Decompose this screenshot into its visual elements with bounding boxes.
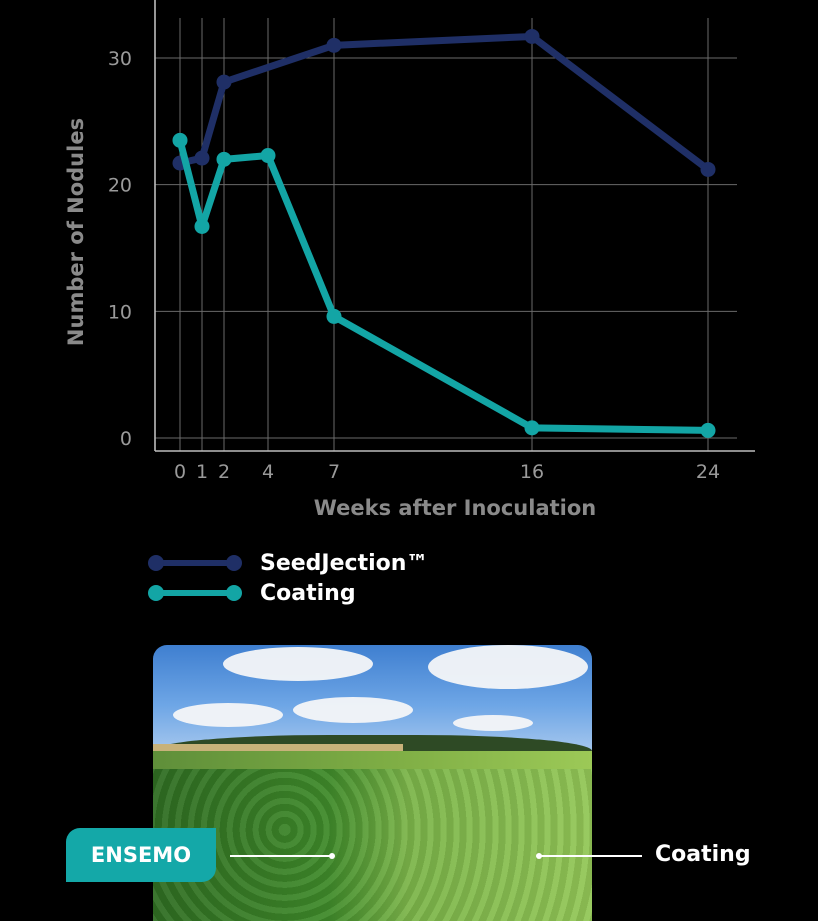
data-point-coating-5: [524, 420, 540, 436]
photo-field: [153, 769, 592, 921]
y-tick-label-3: 30: [108, 48, 132, 70]
y-tick-label-0: 0: [120, 428, 132, 450]
legend-label-seedjection: SeedJection™: [260, 550, 429, 576]
x-axis-title: Weeks after Inoculation: [314, 496, 597, 520]
data-point-coating-1: [194, 218, 210, 234]
data-point-seedjection-3: [326, 37, 342, 53]
data-point-coating-0: [172, 132, 188, 148]
coating-callout-dot: [536, 853, 542, 859]
series-line-seedjection: [176, 32, 712, 173]
series-line-coating: [176, 136, 712, 434]
x-tick-label-1: 1: [196, 461, 208, 483]
x-tick-label-2: 2: [218, 461, 230, 483]
data-point-coating-6: [700, 422, 716, 438]
legend-item-coating: Coating: [148, 578, 428, 608]
data-point-coating-3: [260, 148, 276, 164]
ensemo-badge: ENSEMO: [66, 828, 216, 882]
data-point-seedjection-4: [524, 28, 540, 44]
chart-grid: [155, 18, 737, 451]
ensemo-callout-line: [230, 855, 332, 857]
data-point-seedjection-2: [216, 74, 232, 90]
data-point-coating-4: [326, 308, 342, 324]
x-tick-label-3: 4: [262, 461, 274, 483]
coating-photo-label: Coating: [655, 842, 751, 867]
data-point-coating-2: [216, 151, 232, 167]
y-tick-label-1: 10: [108, 301, 132, 323]
ensemo-callout-dot: [329, 853, 335, 859]
data-point-seedjection-1: [194, 150, 210, 166]
legend-swatch-coating: [148, 585, 242, 601]
chart-legend: SeedJection™ Coating: [148, 548, 428, 608]
x-tick-label-6: 24: [696, 461, 720, 483]
data-point-seedjection-5: [700, 161, 716, 177]
legend-item-seedjection: SeedJection™: [148, 548, 428, 578]
y-axis-title: Number of Nodules: [64, 118, 88, 346]
photo-field-far: [153, 751, 592, 771]
x-tick-label-5: 16: [520, 461, 544, 483]
x-tick-label-4: 7: [328, 461, 340, 483]
legend-swatch-seedjection: [148, 555, 242, 571]
chart-series: [172, 28, 716, 438]
coating-callout-line: [540, 855, 642, 857]
legend-label-coating: Coating: [260, 580, 356, 606]
y-tick-label-2: 20: [108, 175, 132, 197]
x-tick-label-0: 0: [174, 461, 186, 483]
field-photo: [153, 645, 592, 921]
